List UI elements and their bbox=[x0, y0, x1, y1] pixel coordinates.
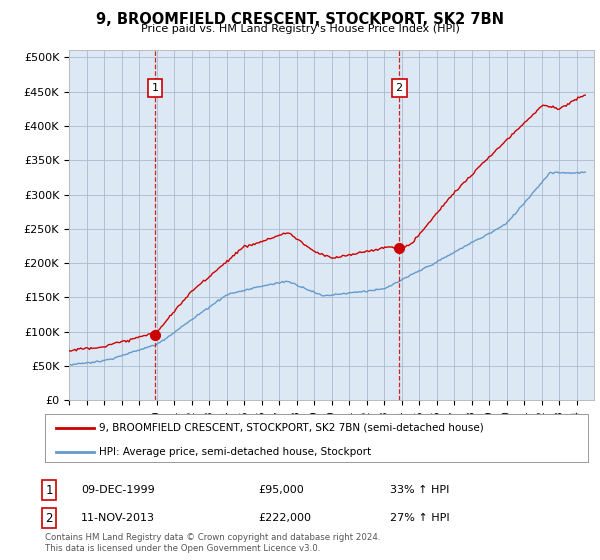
Text: Contains HM Land Registry data © Crown copyright and database right 2024.
This d: Contains HM Land Registry data © Crown c… bbox=[45, 533, 380, 553]
Text: 1: 1 bbox=[152, 83, 158, 93]
Text: 2: 2 bbox=[46, 511, 53, 525]
Text: 33% ↑ HPI: 33% ↑ HPI bbox=[390, 485, 449, 495]
Text: 9, BROOMFIELD CRESCENT, STOCKPORT, SK2 7BN (semi-detached house): 9, BROOMFIELD CRESCENT, STOCKPORT, SK2 7… bbox=[100, 423, 484, 433]
Text: Price paid vs. HM Land Registry's House Price Index (HPI): Price paid vs. HM Land Registry's House … bbox=[140, 24, 460, 34]
Text: 2: 2 bbox=[395, 83, 403, 93]
Text: 27% ↑ HPI: 27% ↑ HPI bbox=[390, 513, 449, 523]
Text: £95,000: £95,000 bbox=[258, 485, 304, 495]
Text: HPI: Average price, semi-detached house, Stockport: HPI: Average price, semi-detached house,… bbox=[100, 446, 371, 456]
Text: £222,000: £222,000 bbox=[258, 513, 311, 523]
Text: 09-DEC-1999: 09-DEC-1999 bbox=[81, 485, 155, 495]
Text: 1: 1 bbox=[46, 483, 53, 497]
Text: 9, BROOMFIELD CRESCENT, STOCKPORT, SK2 7BN: 9, BROOMFIELD CRESCENT, STOCKPORT, SK2 7… bbox=[96, 12, 504, 27]
Text: 11-NOV-2013: 11-NOV-2013 bbox=[81, 513, 155, 523]
